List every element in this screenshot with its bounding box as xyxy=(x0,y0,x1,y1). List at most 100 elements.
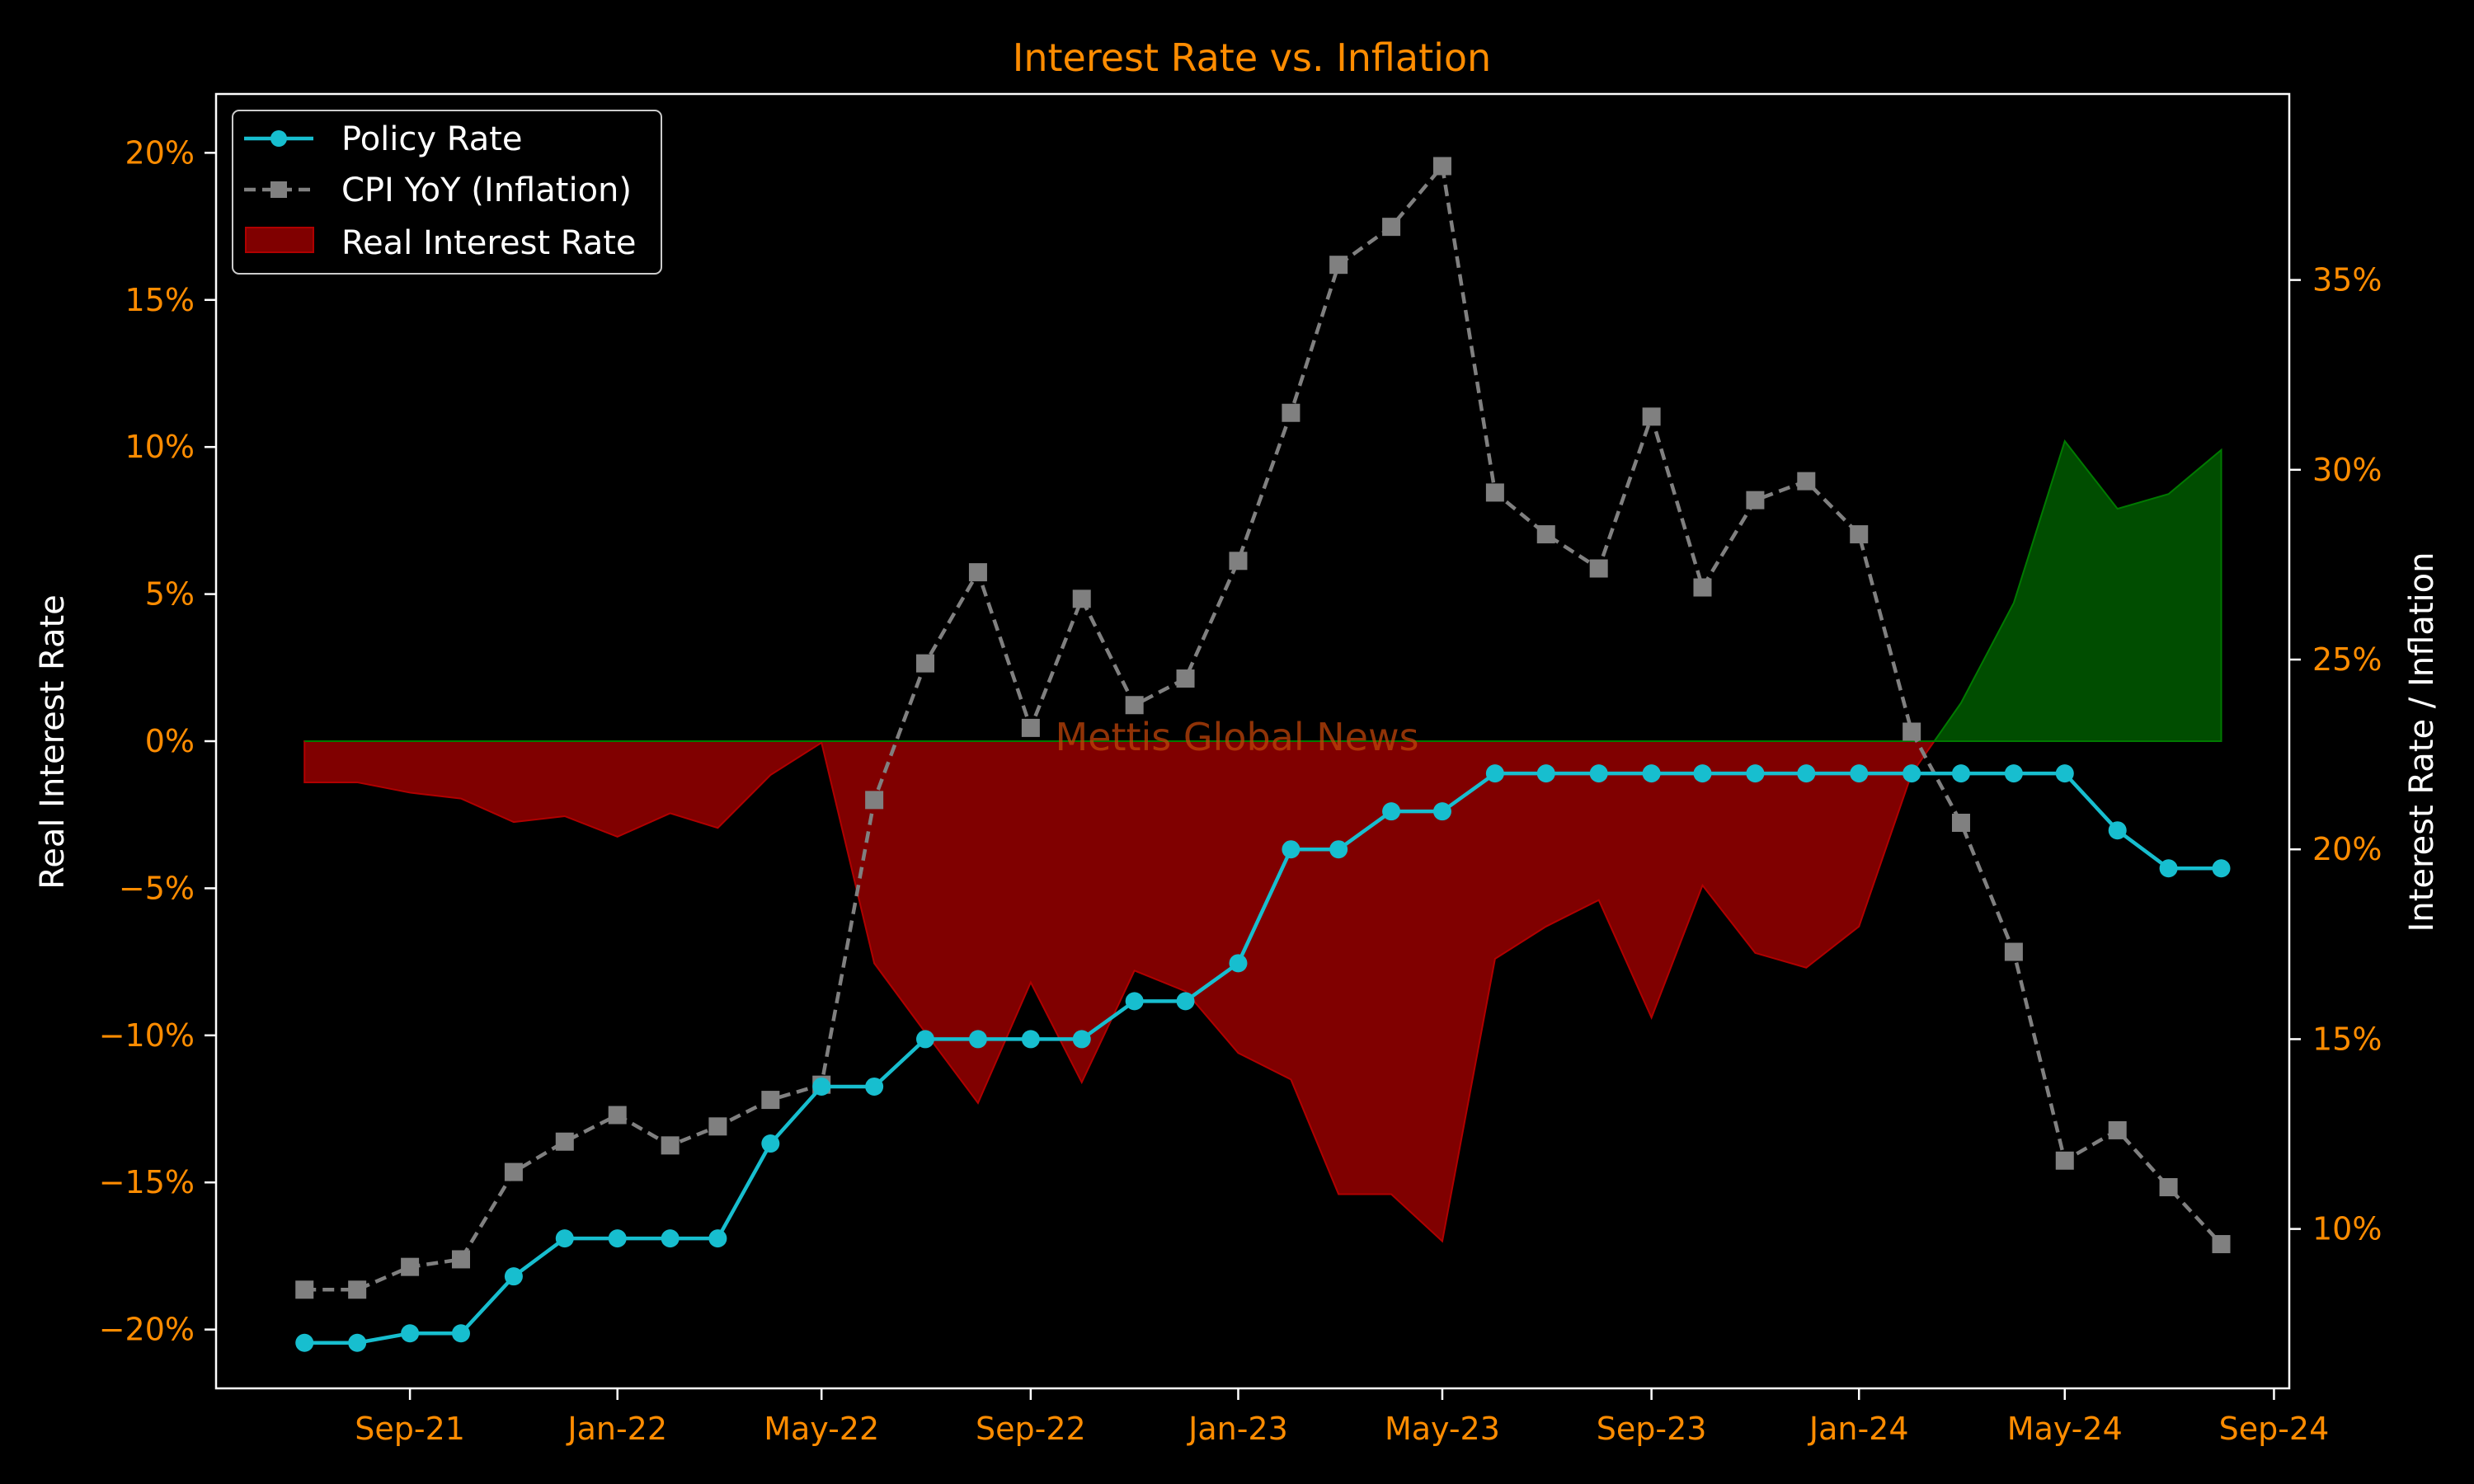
right-y-tick-label: 25% xyxy=(2312,641,2382,678)
cpi-point xyxy=(1693,578,1712,597)
policy-rate-point xyxy=(1382,802,1401,821)
right-y-tick-label: 15% xyxy=(2312,1021,2382,1057)
policy-rate-point xyxy=(1746,764,1765,783)
watermark-text: Mettis Global News xyxy=(1055,715,1418,759)
policy-rate-point xyxy=(1485,764,1504,783)
legend-label-cpi: CPI YoY (Inflation) xyxy=(341,171,632,209)
policy-rate-point xyxy=(1642,764,1661,783)
policy-rate-point xyxy=(1021,1030,1040,1049)
left-y-tick-label: −15% xyxy=(99,1164,195,1200)
policy-rate-point xyxy=(1903,764,1921,783)
legend-label-policy-rate: Policy Rate xyxy=(341,120,523,158)
policy-rate-point xyxy=(1850,764,1869,783)
left-y-tick-label: 5% xyxy=(145,576,195,613)
cpi-point xyxy=(348,1280,367,1299)
policy-rate-point xyxy=(661,1229,680,1248)
policy-rate-point xyxy=(968,1030,987,1049)
policy-rate-point xyxy=(1125,992,1144,1011)
cpi-point xyxy=(1850,525,1869,544)
x-tick-label: May-23 xyxy=(1385,1411,1500,1447)
policy-rate-point xyxy=(2055,764,2074,783)
cpi-point xyxy=(1485,483,1504,502)
policy-rate-point xyxy=(1693,764,1712,783)
policy-rate-point xyxy=(451,1324,470,1343)
x-tick-label: Jan-23 xyxy=(1187,1411,1288,1447)
x-tick-label: Jan-22 xyxy=(566,1411,667,1447)
real-rate-negative-area xyxy=(303,740,2222,1243)
policy-rate-point xyxy=(608,1229,627,1248)
left-y-tick-label: 15% xyxy=(125,282,195,318)
cpi-point xyxy=(1642,407,1661,426)
cpi-point xyxy=(1229,552,1248,571)
legend-box xyxy=(232,110,662,275)
left-y-tick-label: −10% xyxy=(99,1017,195,1054)
legend-label-real-rate: Real Interest Rate xyxy=(341,224,637,262)
legend: Policy Rate CPI YoY (Inflation) Real Int… xyxy=(232,110,662,275)
cpi-point xyxy=(761,1091,780,1110)
policy-rate-point xyxy=(761,1134,780,1153)
cpi-point xyxy=(1125,696,1144,715)
right-y-axis-title: Interest Rate / Inflation xyxy=(2403,552,2441,932)
cpi-point xyxy=(1072,589,1091,608)
policy-rate-point xyxy=(1282,840,1300,859)
legend-real-rate-swatch xyxy=(245,227,314,253)
policy-rate-point xyxy=(555,1229,574,1248)
x-axis: Sep-21 Jan-22 May-22 Sep-22 Jan-23 May-23 Sep-… xyxy=(355,1388,2329,1447)
cpi-series-layer xyxy=(295,157,2231,1299)
cpi-point xyxy=(1382,218,1401,237)
cpi-point xyxy=(865,791,884,810)
cpi-point xyxy=(1432,157,1451,176)
policy-rate-point xyxy=(1329,840,1348,859)
x-tick-label: Sep-23 xyxy=(1597,1411,1707,1447)
cpi-point xyxy=(1951,813,1970,832)
policy-rate-point xyxy=(1176,992,1195,1011)
cpi-point xyxy=(401,1257,420,1276)
cpi-point xyxy=(661,1136,680,1155)
policy-rate-point xyxy=(1229,954,1248,973)
policy-rate-point xyxy=(2108,821,2127,840)
right-y-tick-label: 10% xyxy=(2312,1211,2382,1247)
policy-rate-point xyxy=(1797,764,1816,783)
real-rate-area-layer xyxy=(303,439,2222,1243)
cpi-point xyxy=(1903,722,1921,741)
cpi-point xyxy=(504,1162,523,1181)
policy-rate-point xyxy=(2212,859,2231,878)
left-y-axis: −20% −15% −10% −5% 0% 5% 10% 15% 20% xyxy=(99,134,216,1348)
left-y-tick-label: 0% xyxy=(145,723,195,759)
cpi-point xyxy=(2055,1151,2074,1170)
policy-rate-point xyxy=(401,1324,420,1343)
policy-rate-point xyxy=(708,1229,727,1248)
policy-rate-point xyxy=(504,1267,523,1286)
cpi-point xyxy=(1176,669,1195,688)
policy-rate-point xyxy=(1072,1030,1091,1049)
right-y-tick-label: 35% xyxy=(2312,262,2382,298)
cpi-point xyxy=(1746,491,1765,510)
x-tick-label: Sep-21 xyxy=(355,1411,465,1447)
cpi-point xyxy=(1536,525,1555,544)
cpi-point xyxy=(295,1280,314,1299)
cpi-point xyxy=(608,1106,627,1125)
cpi-point xyxy=(451,1250,470,1269)
cpi-point xyxy=(2159,1177,2178,1196)
chart-title: Interest Rate vs. Inflation xyxy=(1013,35,1491,80)
real-rate-positive-area xyxy=(304,439,2222,742)
right-y-tick-label: 30% xyxy=(2312,452,2382,488)
cpi-point xyxy=(968,563,987,582)
policy-rate-point xyxy=(2004,764,2023,783)
policy-rate-point xyxy=(1951,764,1970,783)
x-tick-label: May-22 xyxy=(764,1411,879,1447)
left-y-tick-label: −20% xyxy=(99,1312,195,1348)
cpi-point xyxy=(1021,718,1040,737)
x-tick-label: Jan-24 xyxy=(1808,1411,1909,1447)
policy-rate-point xyxy=(1589,764,1608,783)
legend-cpi-marker xyxy=(270,181,287,198)
policy-rate-point xyxy=(1432,802,1451,821)
cpi-point xyxy=(1589,559,1608,578)
cpi-point xyxy=(2004,942,2023,961)
x-tick-label: Sep-24 xyxy=(2219,1411,2330,1447)
cpi-point xyxy=(1282,403,1300,422)
policy-rate-point xyxy=(1536,764,1555,783)
policy-rate-point xyxy=(348,1333,367,1352)
legend-policy-marker xyxy=(270,130,287,147)
left-y-tick-label: −5% xyxy=(119,870,195,906)
